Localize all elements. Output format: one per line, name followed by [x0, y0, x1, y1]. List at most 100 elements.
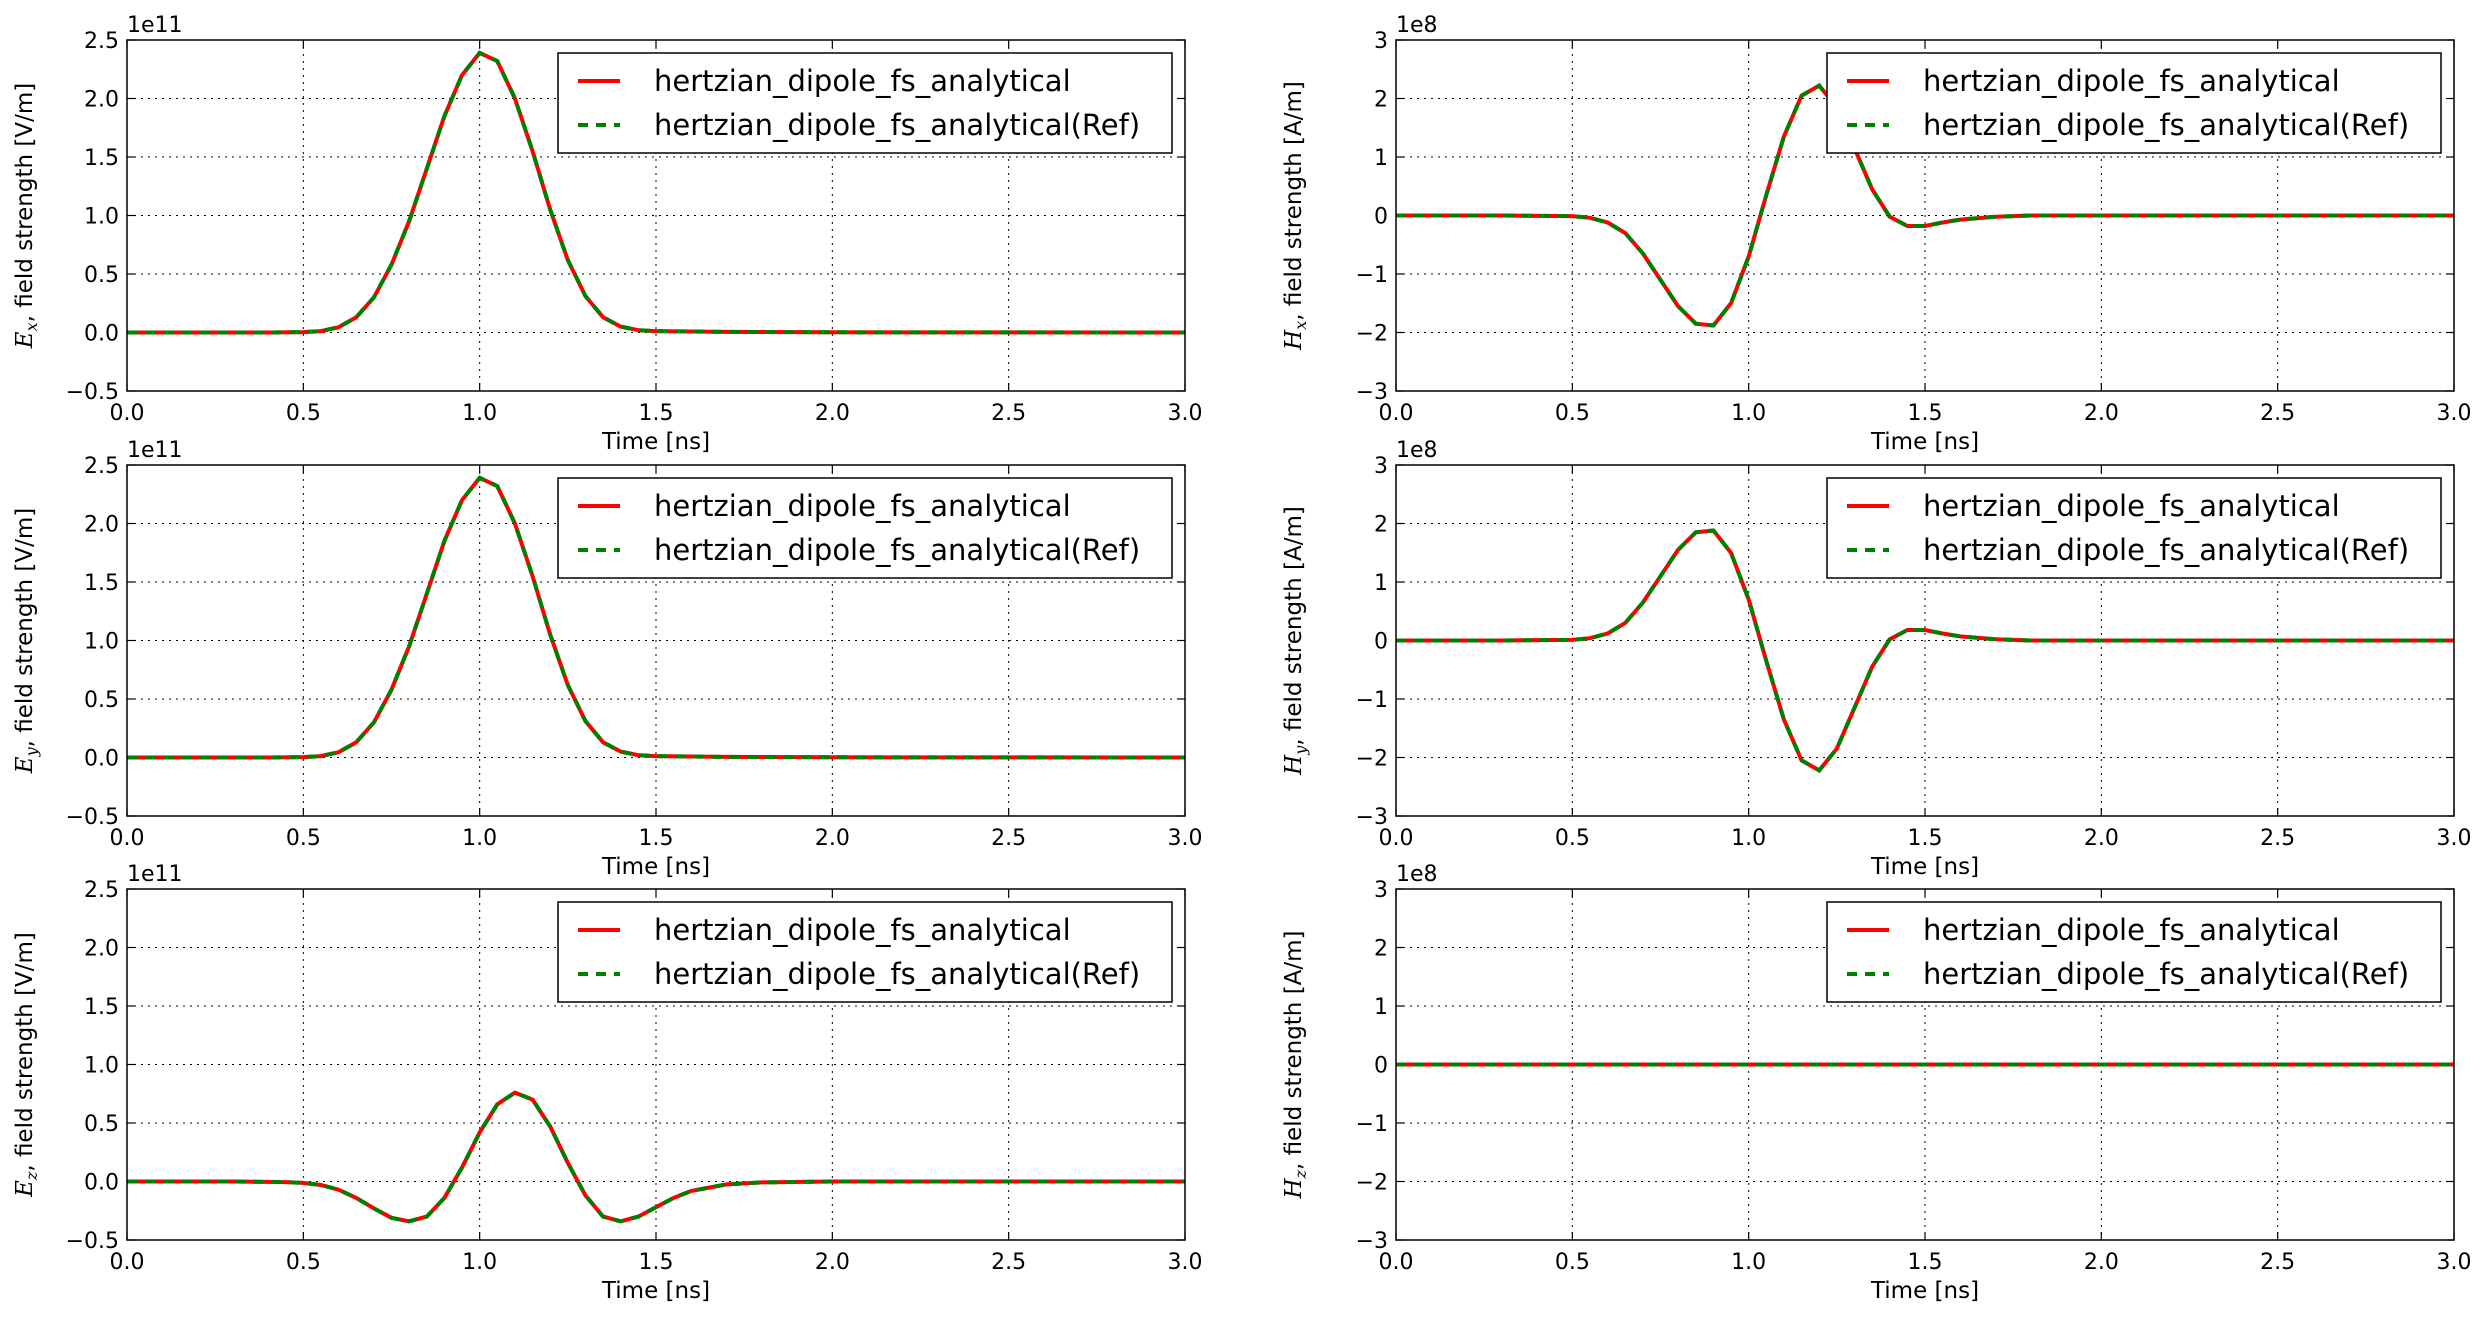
x-tick-label: 1.0 [462, 826, 497, 851]
y-axis-unit: , field strength [A/m] [1281, 506, 1307, 746]
y-tick-label: 0.5 [84, 1112, 119, 1137]
x-tick-label: 2.5 [2260, 1250, 2295, 1275]
y-axis-subscript: y [22, 746, 41, 757]
x-tick-label: 0.5 [286, 1250, 321, 1275]
y-tick-label: −3 [1356, 805, 1388, 830]
x-tick-label: 0.0 [110, 826, 145, 851]
x-axis-label: Time [ns] [601, 429, 710, 455]
x-tick-label: 1.5 [639, 826, 674, 851]
x-tick-label: 1.5 [1908, 826, 1943, 851]
x-tick-label: 2.0 [815, 401, 850, 426]
y-tick-label: 0.0 [84, 1171, 119, 1196]
x-tick-label: 1.5 [1908, 1250, 1943, 1275]
y-tick-label: 3 [1374, 454, 1388, 479]
axes-frame [1395, 464, 2455, 817]
y-axis-label: Hy, field strength [A/m] [1281, 506, 1310, 776]
x-axis-label: Time [ns] [1870, 429, 1979, 455]
x-tick-label: 2.0 [2084, 1250, 2119, 1275]
y-axis-subscript: z [1291, 1169, 1310, 1179]
y-tick-label: 1.5 [84, 571, 119, 596]
y-tick-label: 2 [1374, 513, 1388, 538]
x-tick-label: 0.0 [110, 401, 145, 426]
legend-label-analytical: hertzian_dipole_fs_analytical [654, 64, 1071, 98]
panel-Hz: 0.0 0.5 1.0 1.5 2.0 2.5 3.0 −3 −2 −1 0 1 2 3 1e8 Time [… [1281, 862, 2472, 1304]
series-line-analytical [1396, 528, 2454, 773]
legend-frame [1826, 477, 2442, 579]
axes-frame [126, 39, 1186, 392]
panel-Ey: 0.0 0.5 1.0 1.5 2.0 2.5 3.0−0.50.00.51.01.52.0… [12, 438, 1203, 880]
y-tick-label: −1 [1356, 263, 1388, 288]
x-tick-label: 0.0 [1379, 401, 1414, 426]
x-tick-label: 3.0 [2437, 401, 2472, 426]
y-offset-label: 1e8 [1396, 438, 1438, 463]
x-tick-label: 0.0 [1379, 826, 1414, 851]
x-tick-label: 2.5 [991, 826, 1026, 851]
x-tick-label: 1.5 [639, 401, 674, 426]
y-axis-unit: , field strength [V/m] [12, 83, 38, 323]
y-tick-label: 0.5 [84, 688, 119, 713]
x-axis-label: Time [ns] [1870, 854, 1979, 880]
legend: hertzian_dipole_fs_analytical hertzian_di… [1826, 477, 2442, 579]
x-tick-label: 1.5 [1908, 401, 1943, 426]
x-tick-label: 2.5 [991, 401, 1026, 426]
legend: hertzian_dipole_fs_analytical hertzian_di… [1826, 52, 2442, 154]
y-tick-label: −1 [1356, 1112, 1388, 1137]
x-tick-label: 1.0 [1731, 1250, 1766, 1275]
x-axis-label: Time [ns] [601, 854, 710, 880]
legend-label-analytical: hertzian_dipole_fs_analytical [1923, 489, 2340, 523]
y-tick-label: −1 [1356, 688, 1388, 713]
y-axis-symbol: H [1281, 329, 1307, 351]
y-axis-symbol: H [1281, 754, 1307, 776]
axes-frame [1395, 888, 2455, 1241]
series-line-reference [127, 50, 1185, 335]
x-tick-label: 0.5 [286, 826, 321, 851]
y-tick-label: 3 [1374, 878, 1388, 903]
series-line-reference [127, 475, 1185, 760]
y-tick-label: 1 [1374, 146, 1388, 171]
legend-label-reference: hertzian_dipole_fs_analytical(Ref) [1923, 533, 2409, 567]
legend-label-reference: hertzian_dipole_fs_analytical(Ref) [1923, 957, 2409, 991]
y-axis-subscript: x [22, 322, 41, 331]
legend-frame [1826, 901, 2442, 1003]
x-axis-label: Time [ns] [1870, 1278, 1979, 1304]
x-tick-label: 2.5 [2260, 401, 2295, 426]
y-axis-unit: , field strength [A/m] [1281, 930, 1307, 1170]
y-axis-symbol: E [12, 756, 38, 774]
y-tick-label: −3 [1356, 380, 1388, 405]
x-axis-label: Time [ns] [601, 1278, 710, 1304]
x-tick-label: 2.0 [2084, 401, 2119, 426]
y-offset-label: 1e11 [127, 438, 183, 463]
y-tick-label: 3 [1374, 29, 1388, 54]
y-tick-label: 2.0 [84, 937, 119, 962]
y-tick-label: 2.5 [84, 878, 119, 903]
y-tick-label: 1.5 [84, 146, 119, 171]
y-tick-label: 0.0 [84, 322, 119, 347]
x-tick-label: 0.5 [286, 401, 321, 426]
y-offset-label: 1e11 [127, 13, 183, 38]
panel-Ez: 0.0 0.5 1.0 1.5 2.0 2.5 3.0−0.50.00.51.01.52.0… [12, 862, 1203, 1304]
panel-Ex: 0.0 0.5 1.0 1.5 2.0 2.5 3.0−0.50.00.51.01.52.0… [12, 13, 1203, 455]
legend: hertzian_dipole_fs_analytical hertzian_di… [557, 901, 1173, 1003]
legend: hertzian_dipole_fs_analytical hertzian_di… [557, 477, 1173, 579]
y-tick-label: 0.5 [84, 263, 119, 288]
x-tick-label: 3.0 [1168, 401, 1203, 426]
legend-frame [557, 477, 1173, 579]
panel-Hy: 0.0 0.5 1.0 1.5 2.0 2.5 3.0 −3 −2 −1 0 1 2 3 1e8 Time [… [1281, 438, 2472, 880]
y-axis-label: Ey, field strength [V/m] [12, 508, 41, 774]
y-tick-label: −3 [1356, 1229, 1388, 1254]
x-tick-label: 0.0 [1379, 1250, 1414, 1275]
y-tick-label: 2.5 [84, 454, 119, 479]
x-tick-label: 2.0 [815, 826, 850, 851]
y-tick-label: −2 [1356, 1171, 1388, 1196]
y-tick-label: 1 [1374, 571, 1388, 596]
y-tick-label: −0.5 [66, 805, 119, 830]
x-tick-label: 2.5 [991, 1250, 1026, 1275]
series-line-analytical [1396, 83, 2454, 328]
y-axis-label: Hx, field strength [A/m] [1281, 81, 1310, 351]
axes-frame [126, 888, 1186, 1241]
x-tick-label: 1.0 [462, 401, 497, 426]
legend-frame [557, 901, 1173, 1003]
x-tick-label: 0.5 [1555, 826, 1590, 851]
axes-frame [1395, 39, 2455, 392]
y-axis-label: Ex, field strength [V/m] [12, 83, 41, 349]
